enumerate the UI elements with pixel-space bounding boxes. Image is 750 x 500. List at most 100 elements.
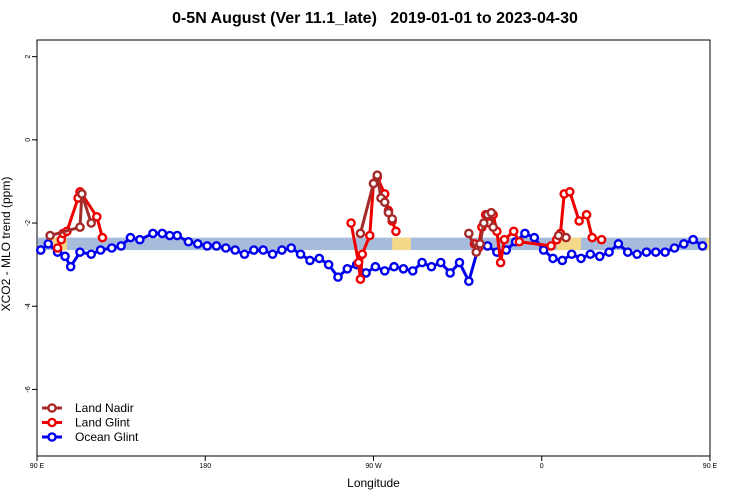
data-point-land-nadir xyxy=(561,232,571,243)
series-line-land-nadir xyxy=(49,192,93,237)
data-point-land-nadir xyxy=(45,230,55,241)
data-point-ocean-glint xyxy=(221,243,231,253)
data-point-ocean-glint xyxy=(314,253,325,264)
data-point-ocean-glint xyxy=(157,228,168,239)
data-point-ocean-glint xyxy=(148,228,158,239)
data-point-ocean-glint xyxy=(43,239,54,249)
data-point-ocean-glint xyxy=(106,243,117,253)
data-point-ocean-glint xyxy=(632,249,642,260)
legend-label-ocean-glint: Ocean Glint xyxy=(75,430,139,444)
legend-marker-land-glint xyxy=(47,417,57,428)
legend-label-land-glint: Land Glint xyxy=(75,416,130,430)
data-point-ocean-glint xyxy=(594,251,605,262)
x-axis-label: Longitude xyxy=(347,476,400,490)
legend-marker-land-nadir xyxy=(47,403,57,413)
x-tick-label: 90 W xyxy=(365,463,382,470)
data-point-land-nadir xyxy=(387,214,397,224)
y-tick-label: 0 xyxy=(25,138,32,142)
data-point-land-glint xyxy=(52,243,63,253)
data-point-land-nadir xyxy=(486,207,497,218)
data-point-ocean-glint xyxy=(557,255,568,266)
data-point-ocean-glint xyxy=(295,249,306,260)
data-point-ocean-glint xyxy=(585,249,596,260)
data-point-land-glint xyxy=(97,232,108,243)
chart-title: 0-5N August (Ver 11.1_late) 2019-01-01 t… xyxy=(172,10,578,27)
data-point-ocean-glint xyxy=(464,276,474,287)
data-point-ocean-glint xyxy=(172,230,183,241)
data-point-land-nadir xyxy=(77,189,87,199)
data-point-ocean-glint xyxy=(407,266,418,276)
data-point-ocean-glint xyxy=(95,245,106,255)
data-point-ocean-glint xyxy=(342,263,353,274)
data-point-land-nadir xyxy=(86,218,97,228)
data-point-land-glint xyxy=(92,211,102,222)
data-point-land-glint xyxy=(353,257,364,268)
data-point-land-glint xyxy=(581,209,592,220)
data-point-ocean-glint xyxy=(60,251,70,262)
data-point-land-glint xyxy=(357,249,368,260)
data-point-ocean-glint xyxy=(435,257,446,268)
data-point-land-nadir xyxy=(471,247,482,257)
data-point-ocean-glint xyxy=(258,245,269,255)
data-point-ocean-glint xyxy=(192,239,203,249)
y-tick-label: -6 xyxy=(25,386,32,392)
data-point-land-nadir xyxy=(464,228,474,239)
data-point-land-glint xyxy=(546,241,556,251)
data-point-ocean-glint xyxy=(548,253,558,264)
legend-label-land-nadir: Land Nadir xyxy=(75,401,134,415)
data-point-ocean-glint xyxy=(389,261,399,272)
data-point-land-glint xyxy=(499,234,510,245)
data-point-ocean-glint xyxy=(398,263,409,274)
data-point-ocean-glint xyxy=(202,241,212,251)
data-point-ocean-glint xyxy=(277,245,287,255)
y-tick-label: -2 xyxy=(25,220,32,226)
data-point-ocean-glint xyxy=(622,247,633,257)
data-point-land-glint xyxy=(346,218,356,228)
data-point-land-nadir xyxy=(355,228,366,239)
y-tick-label: -4 xyxy=(25,303,32,309)
data-point-ocean-glint xyxy=(35,245,46,255)
y-tick-label: 2 xyxy=(25,55,32,59)
data-point-ocean-glint xyxy=(641,247,652,257)
data-point-land-nadir xyxy=(75,222,85,232)
data-point-ocean-glint xyxy=(669,243,680,253)
data-point-ocean-glint xyxy=(688,234,698,245)
data-point-ocean-glint xyxy=(370,261,381,272)
series-layer xyxy=(35,170,708,287)
data-point-ocean-glint xyxy=(286,243,297,253)
data-point-land-glint xyxy=(508,226,519,237)
x-tick-label: 180 xyxy=(199,463,211,470)
data-point-land-nadir xyxy=(475,239,485,249)
data-point-ocean-glint xyxy=(379,266,390,276)
data-point-ocean-glint xyxy=(576,253,586,264)
series-land-nadir xyxy=(45,170,571,257)
data-point-land-glint xyxy=(391,226,401,237)
data-point-ocean-glint xyxy=(323,259,334,270)
data-point-ocean-glint xyxy=(86,249,97,260)
x-tick-label: 90 E xyxy=(703,463,718,470)
data-point-ocean-glint xyxy=(660,247,670,257)
data-point-ocean-glint xyxy=(116,241,126,251)
data-point-ocean-glint xyxy=(135,234,145,245)
y-axis-label: XCO2 - MLO trend (ppm) xyxy=(0,176,13,312)
data-point-land-glint xyxy=(514,236,525,247)
data-point-ocean-glint xyxy=(267,249,278,260)
data-point-land-nadir xyxy=(379,197,390,208)
data-point-land-nadir xyxy=(368,178,379,189)
data-point-land-glint xyxy=(355,274,366,285)
data-point-ocean-glint xyxy=(361,268,371,278)
data-point-ocean-glint xyxy=(249,245,259,255)
data-point-land-glint xyxy=(574,216,584,226)
data-point-ocean-glint xyxy=(566,249,577,260)
x-tick-label: 0 xyxy=(540,463,544,470)
data-point-ocean-glint xyxy=(239,249,250,260)
data-point-ocean-glint xyxy=(454,257,465,268)
x-tick-label: 90 E xyxy=(30,463,45,470)
axis-layer: 90 E 180 90 W 0 90 E 2 0 -2 -4 -6 xyxy=(25,55,718,470)
data-point-land-nadir xyxy=(553,230,564,241)
data-point-ocean-glint xyxy=(520,228,530,239)
data-point-ocean-glint xyxy=(538,245,549,255)
data-point-land-nadir xyxy=(478,218,489,228)
legend-marker-ocean-glint xyxy=(47,432,57,442)
